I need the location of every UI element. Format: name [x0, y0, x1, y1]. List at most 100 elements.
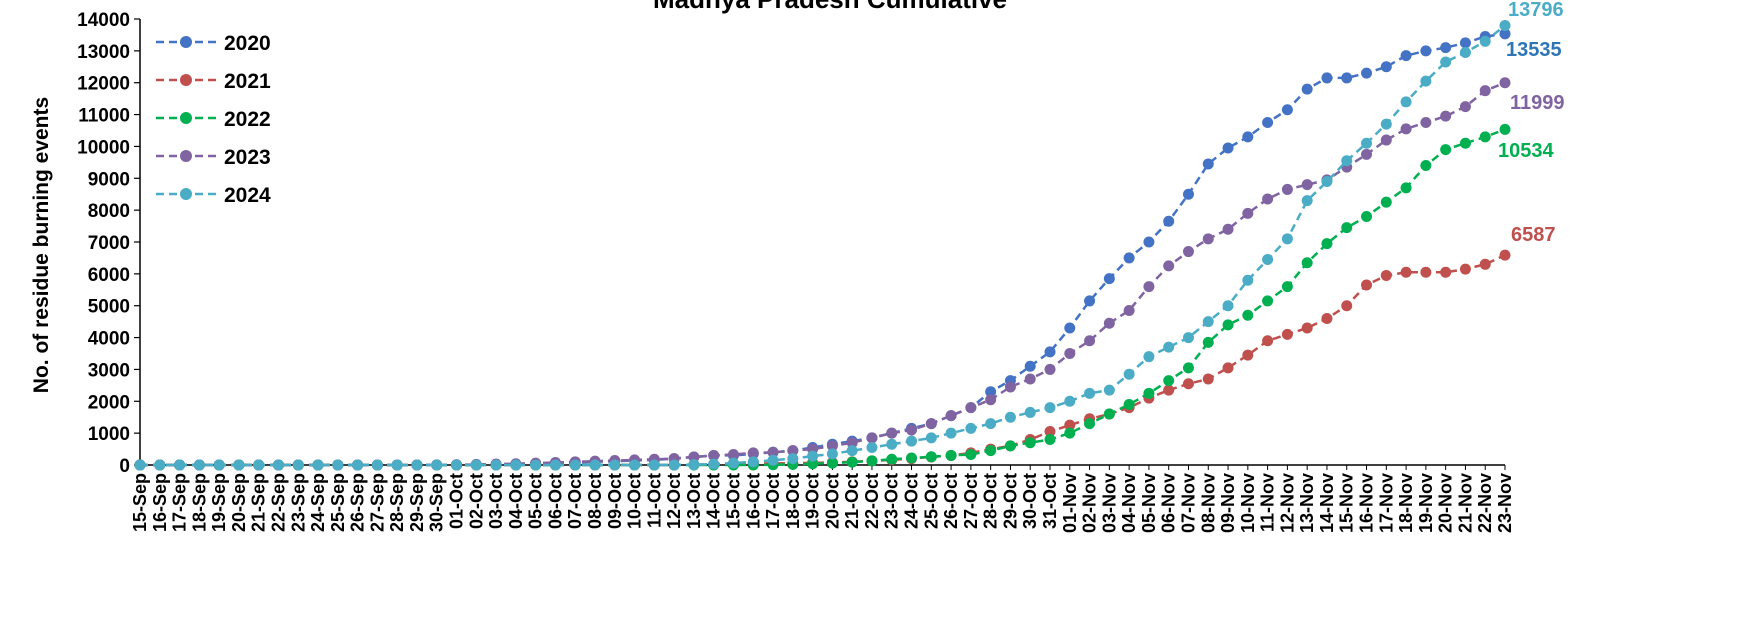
data-point: [1301, 322, 1313, 334]
data-point: [1361, 148, 1373, 160]
data-point: [846, 445, 858, 457]
data-point: [1004, 440, 1016, 452]
data-point: [787, 445, 799, 457]
data-point: [292, 459, 304, 471]
data-point: [549, 459, 561, 471]
data-point: [945, 449, 957, 461]
x-tick-label: 16-Oct: [743, 473, 763, 529]
y-tick-label: 11000: [78, 106, 130, 127]
x-tick-label: 18-Sep: [189, 473, 209, 532]
data-point: [1222, 300, 1234, 312]
legend-swatch-marker: [180, 74, 192, 86]
x-tick-label: 20-Oct: [822, 473, 842, 529]
data-point: [1143, 387, 1155, 399]
data-point: [1499, 77, 1511, 89]
x-tick-label: 16-Nov: [1357, 473, 1377, 533]
data-point: [272, 459, 284, 471]
data-point: [1499, 123, 1511, 135]
x-tick-label: 08-Oct: [585, 473, 605, 529]
data-point: [1361, 279, 1373, 291]
y-tick-label: 10000: [77, 137, 130, 158]
data-point: [886, 438, 898, 450]
x-tick-label: 14-Oct: [704, 473, 724, 529]
x-tick-label: 20-Sep: [229, 473, 249, 532]
x-tick-label: 13-Nov: [1297, 473, 1317, 533]
data-point: [1182, 246, 1194, 258]
data-point: [1479, 35, 1491, 47]
legend-label: 2024: [224, 184, 271, 207]
data-point: [747, 456, 759, 468]
data-point: [312, 459, 324, 471]
y-tick-label: 14000: [77, 10, 130, 31]
x-tick-label: 27-Sep: [367, 473, 387, 532]
data-point: [1400, 266, 1412, 278]
y-tick-label: 7000: [88, 233, 130, 254]
data-point: [1163, 215, 1175, 227]
legend-item-2024: 2024: [156, 184, 271, 207]
data-point: [1044, 346, 1056, 358]
x-tick-label: 17-Sep: [170, 473, 190, 532]
series-2020: 13535: [134, 28, 1562, 471]
data-point: [1400, 123, 1412, 135]
y-tick-label: 4000: [88, 329, 130, 350]
data-point: [1400, 182, 1412, 194]
y-tick-label: 8000: [88, 201, 130, 222]
x-tick-label: 13-Oct: [684, 473, 704, 529]
data-point: [1242, 309, 1254, 321]
end-value-label-2024: 13796: [1508, 0, 1564, 21]
data-point: [668, 459, 680, 471]
x-tick-label: 22-Sep: [268, 473, 288, 532]
x-tick-label: 15-Oct: [723, 473, 743, 529]
data-point: [1143, 351, 1155, 363]
x-tick-label: 15-Nov: [1337, 473, 1357, 533]
data-point: [807, 450, 819, 462]
data-point: [1044, 434, 1056, 446]
data-point: [1459, 46, 1471, 58]
legend-item-2023: 2023: [156, 146, 271, 169]
data-point: [1182, 188, 1194, 200]
data-point: [1361, 211, 1373, 223]
data-point: [1163, 341, 1175, 353]
x-tick-label: 06-Oct: [545, 473, 565, 529]
data-point: [1044, 363, 1056, 375]
data-point: [1380, 196, 1392, 208]
data-point: [1321, 72, 1333, 84]
series-2023: 11999: [134, 77, 1565, 471]
x-tick-label: 01-Nov: [1060, 473, 1080, 533]
legend-label: 2020: [224, 32, 271, 55]
data-point: [1361, 67, 1373, 79]
data-point: [1182, 378, 1194, 390]
data-point: [1044, 402, 1056, 414]
data-point: [1420, 75, 1432, 87]
x-tick-label: 23-Sep: [288, 473, 308, 532]
series-2021: 6587: [134, 224, 1556, 471]
data-point: [490, 459, 502, 471]
data-point: [589, 459, 601, 471]
data-point: [1222, 223, 1234, 235]
data-point: [1262, 335, 1274, 347]
data-point: [431, 459, 443, 471]
data-point: [906, 424, 918, 436]
x-tick-label: 31-Oct: [1040, 473, 1060, 529]
data-point: [1420, 160, 1432, 172]
data-point: [1064, 395, 1076, 407]
data-point: [1459, 137, 1471, 149]
data-point: [886, 453, 898, 465]
data-point: [1341, 72, 1353, 84]
data-point: [1004, 411, 1016, 423]
data-point: [1242, 349, 1254, 361]
x-tick-label: 07-Nov: [1178, 473, 1198, 533]
data-point: [1301, 179, 1313, 191]
y-tick-label: 0: [119, 456, 130, 477]
x-tick-label: 10-Oct: [625, 473, 645, 529]
x-tick-label: 12-Nov: [1277, 473, 1297, 533]
data-point: [688, 451, 700, 463]
data-point: [965, 422, 977, 434]
data-point: [787, 453, 799, 465]
data-point: [985, 445, 997, 457]
data-point: [866, 432, 878, 444]
data-point: [1242, 274, 1254, 286]
data-point: [1440, 266, 1452, 278]
data-point: [1459, 37, 1471, 49]
data-point: [1420, 45, 1432, 57]
